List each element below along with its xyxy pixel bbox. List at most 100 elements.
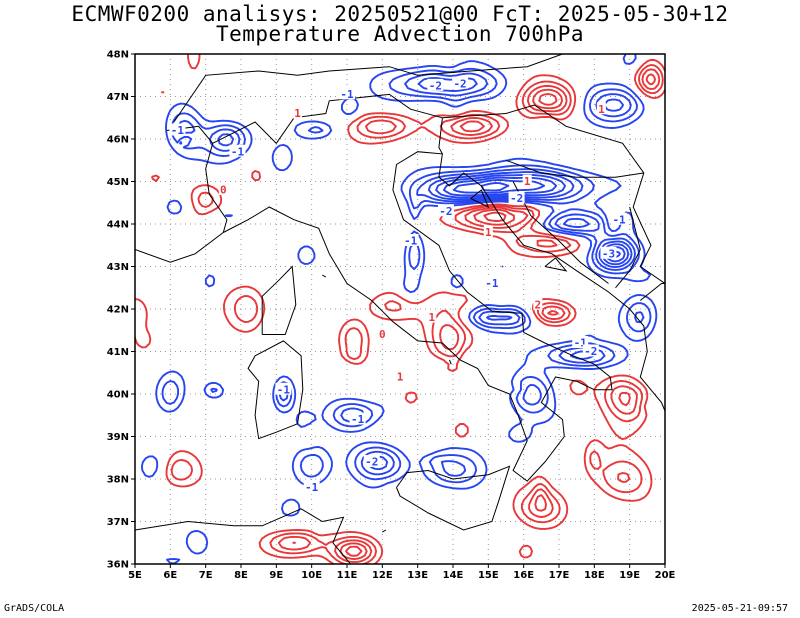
coastline-path — [166, 125, 228, 233]
contour-label-bg — [402, 234, 419, 246]
contour-value-label: -2 — [510, 192, 523, 205]
contour-label-bg — [218, 183, 228, 195]
coastline-path — [382, 529, 387, 533]
lat-tick-label: 37N — [107, 517, 129, 528]
contour-label-bg — [582, 344, 599, 357]
contour-value-label: -1 — [305, 481, 319, 494]
lat-tick-label: 39N — [107, 432, 129, 443]
lat-tick-label: 48N — [107, 50, 129, 61]
contour-label-bg — [522, 174, 532, 187]
contour-label-bg — [229, 144, 246, 157]
contour-label-bg — [596, 102, 606, 115]
lon-tick-label: 13E — [407, 570, 428, 581]
lon-tick-label: 5E — [128, 570, 142, 581]
lon-tick-label: 9E — [269, 570, 283, 581]
software-credit: GrADS/COLA — [4, 603, 65, 614]
warm-advection-contour — [170, 64, 664, 564]
lat-tick-label: 38N — [107, 475, 129, 486]
coastline-path — [470, 189, 490, 209]
lat-tick-label: 47N — [107, 92, 129, 103]
contour-value-label: -1 — [171, 124, 185, 137]
contour-label-bg — [303, 480, 320, 493]
contour-value-label: -1 — [404, 235, 418, 248]
coastline-path — [639, 283, 665, 301]
contour-label-bg — [349, 412, 366, 425]
lon-tick-label: 10E — [301, 570, 322, 581]
contour-value-label: -2 — [584, 345, 597, 358]
coastlines — [135, 54, 665, 564]
lon-tick-label: 8E — [234, 570, 248, 581]
contour-label-bg — [363, 455, 380, 467]
coastline-path — [135, 508, 352, 564]
contour-label-bg — [611, 212, 628, 225]
lon-tick-label: 14E — [443, 570, 464, 581]
warm-advection-contour — [135, 54, 665, 564]
contour-label-bg — [427, 310, 437, 323]
coastline-path — [615, 206, 641, 289]
lon-tick-label: 11E — [337, 570, 358, 581]
contour-value-label: -1 — [351, 413, 365, 426]
contour-label-bg — [508, 191, 525, 204]
lon-tick-label: 12E — [372, 570, 393, 581]
lat-tick-label: 41N — [107, 347, 129, 358]
contour-label-bg — [483, 225, 493, 238]
coastline-path — [261, 265, 297, 335]
lon-tick-label: 20E — [655, 570, 676, 581]
contour-value-label: 1 — [524, 175, 531, 188]
contour-label-bg — [437, 204, 454, 217]
contour-value-label: 1 — [397, 371, 404, 384]
coastline-path — [223, 151, 665, 482]
longitude-axis: 5E 6E 7E 8E 9E 10E 11E 12E 13E 14E 15E 16E 17E 18E 19E… — [128, 564, 676, 581]
contour-value-label: -1 — [485, 277, 499, 290]
coastline-path — [396, 465, 511, 531]
contour-labels: -2 -2-1-1-1-2-2-3-1-1-2-1-1-1-1-2-1111111… — [169, 76, 628, 494]
contour-label-bg — [533, 297, 543, 310]
lon-tick-label: 16E — [513, 570, 534, 581]
coastline-path — [505, 159, 644, 178]
lat-tick-label: 43N — [107, 262, 129, 273]
coastline-path — [512, 181, 609, 284]
lat-tick-label: 40N — [107, 390, 129, 401]
contour-label-bg — [395, 370, 405, 382]
lon-tick-label: 19E — [619, 570, 640, 581]
contour-value-label: -2 — [439, 205, 452, 218]
contour-label-bg — [452, 76, 469, 89]
lat-tick-label: 42N — [107, 305, 129, 316]
contour-value-label: -3 — [602, 247, 615, 260]
contour-label-bg — [427, 78, 444, 91]
lon-tick-label: 15E — [478, 570, 499, 581]
lat-tick-label: 46N — [107, 135, 129, 146]
lon-tick-label: 6E — [163, 570, 177, 581]
coastline-path — [449, 359, 452, 365]
coastline-path — [438, 117, 443, 155]
contour-value-label: 0 — [220, 184, 227, 197]
contour-value-label: 1 — [598, 103, 605, 116]
lon-tick-label: 17E — [549, 570, 570, 581]
contour-value-label: 2 — [534, 298, 541, 311]
warm-advection-contour — [345, 93, 558, 557]
cold-advection-contour — [161, 67, 652, 484]
contour-value-label: -2 — [365, 456, 378, 469]
contour-label-bg — [377, 327, 387, 340]
contour-label-bg — [600, 246, 617, 259]
cold-advection-contour — [480, 182, 510, 192]
coastline-path — [544, 257, 568, 272]
contour-label-bg — [339, 87, 355, 100]
lon-tick-label: 7E — [199, 570, 213, 581]
lat-tick-label: 36N — [107, 560, 129, 571]
coastline-path — [173, 54, 563, 123]
contour-value-label: -1 — [340, 88, 354, 101]
contour-value-label: 1 — [428, 311, 435, 324]
render-timestamp: 2025-05-21-09:57 — [691, 603, 788, 614]
map-title: ECMWF0200 analisys: 20250521@00 FcT: 202… — [71, 2, 729, 26]
contour-value-label: 1 — [294, 107, 301, 120]
contour-value-label: -1 — [612, 213, 626, 226]
lat-tick-label: 44N — [107, 220, 129, 231]
contour-value-label: -1 — [277, 383, 291, 396]
contour-value-label: 0 — [379, 328, 386, 341]
coastline-path — [247, 340, 304, 440]
contour-label-bg — [483, 276, 500, 289]
lat-tick-label: 45N — [107, 177, 129, 188]
